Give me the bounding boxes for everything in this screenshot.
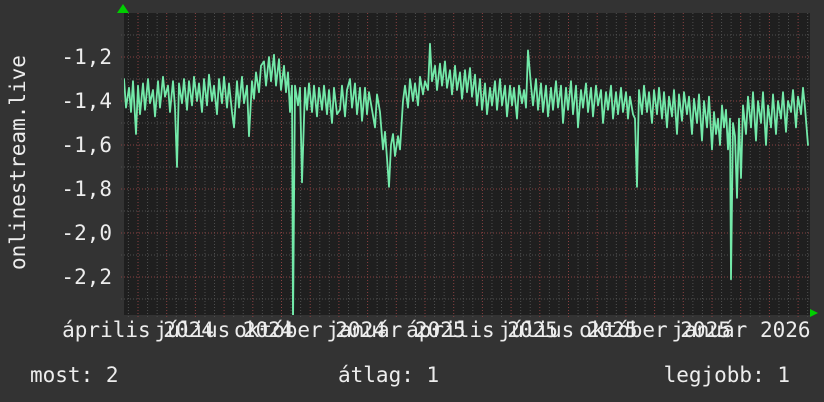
y-tick-label: -1,4 (61, 89, 112, 113)
y-tick-label: -2,2 (61, 265, 112, 289)
x-tick-label: április 2024 (62, 318, 214, 342)
y-tick-label: -1,8 (61, 177, 112, 201)
x-tick-label: január 2026 (671, 318, 811, 342)
x-tick-label: január 2025 (326, 318, 466, 342)
x-tick-label: október 2024 (234, 318, 386, 342)
axis-up-arrow-icon (117, 4, 129, 13)
x-tick-label: július 2025 (498, 318, 638, 342)
x-tick-label: október 2025 (579, 318, 731, 342)
data-line (124, 42, 809, 315)
y-tick-label: -1,6 (61, 133, 112, 157)
y-tick-label: -2,0 (61, 221, 112, 245)
axis-right-arrow-icon (810, 309, 818, 317)
stat-average: átlag: 1 (338, 363, 440, 387)
stat-current: most: 2 (30, 363, 119, 387)
x-tick-label: április 2025 (406, 318, 558, 342)
plot-area (124, 13, 810, 315)
grid-minor-lines (121, 13, 810, 319)
x-tick-label: július 2024 (154, 318, 294, 342)
y-tick-label: -1,2 (61, 45, 112, 69)
stat-best: legjobb: 1 (663, 363, 790, 387)
